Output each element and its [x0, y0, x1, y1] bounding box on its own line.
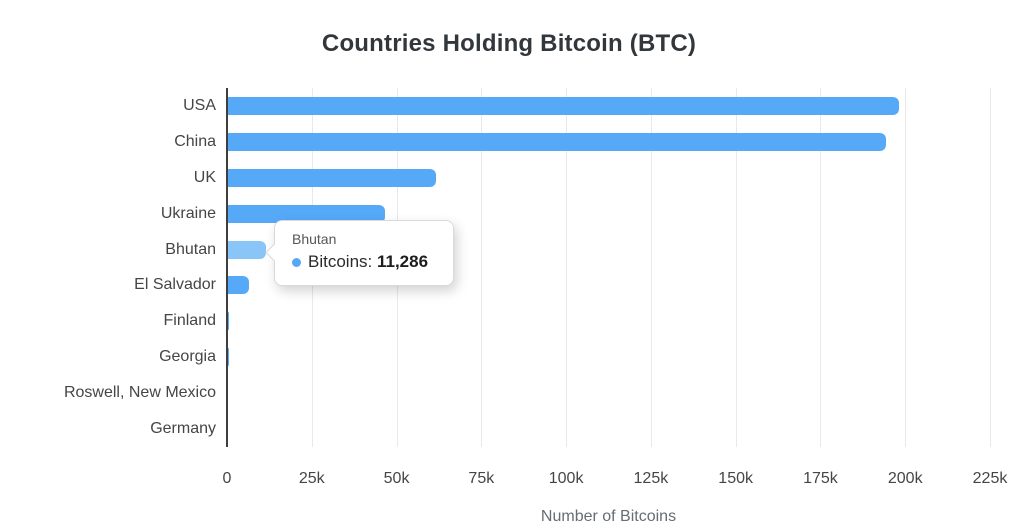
x-axis-tick-label: 150k: [718, 470, 754, 487]
x-axis-tick-label: 125k: [633, 470, 669, 487]
gridline: [905, 88, 907, 447]
tooltip-label: Bitcoins: 11,286: [308, 252, 428, 272]
y-axis-label: Ukraine: [160, 204, 216, 222]
bar-uk[interactable]: [228, 168, 436, 187]
bar-china[interactable]: [228, 132, 886, 151]
series-dot-icon: [292, 257, 301, 267]
gridline: [820, 88, 822, 447]
x-axis-tick-label: 50k: [383, 470, 410, 487]
y-axis-label: USA: [183, 96, 216, 114]
gridline: [566, 88, 568, 447]
gridline: [990, 88, 991, 447]
gridline: [481, 88, 483, 447]
bar-usa[interactable]: [228, 96, 900, 115]
bar-ukraine[interactable]: [228, 204, 386, 223]
tooltip-series-label: Bitcoins:: [308, 252, 373, 271]
y-axis-label: Bhutan: [165, 240, 216, 258]
x-axis-title: Number of Bitcoins: [540, 508, 677, 525]
y-axis-label: UK: [193, 168, 216, 186]
y-axis-label: Finland: [163, 312, 216, 330]
bar-el-salvador[interactable]: [228, 276, 249, 295]
y-axis-label: Germany: [150, 420, 216, 438]
y-axis-line: [226, 88, 228, 447]
tooltip-row: Bitcoins: 11,286: [292, 252, 439, 272]
x-axis-tick-label: 225k: [972, 470, 1008, 487]
x-axis-tick-label: 175k: [803, 470, 838, 487]
chart-title: Countries Holding Bitcoin (BTC): [321, 30, 697, 57]
y-axis-label: China: [174, 132, 216, 150]
x-axis-tick-label: 200k: [887, 470, 923, 487]
gridline: [735, 88, 737, 447]
y-axis-label: Roswell, New Mexico: [63, 384, 216, 402]
tooltip-value: 11,286: [376, 252, 429, 271]
x-axis-tick-label: 75k: [468, 470, 495, 487]
x-axis-tick-label: 25k: [298, 470, 325, 487]
tooltip: Bhutan Bitcoins: 11,286: [265, 220, 454, 286]
x-axis-tick-label: 100k: [548, 470, 584, 487]
gridline: [650, 88, 652, 447]
y-axis-label: Georgia: [159, 348, 216, 366]
bar-bhutan[interactable]: [228, 240, 267, 259]
x-axis-tick-label: 0: [222, 470, 232, 487]
tooltip-title: Bhutan: [292, 231, 337, 247]
y-axis-label: El Salvador: [134, 276, 216, 294]
